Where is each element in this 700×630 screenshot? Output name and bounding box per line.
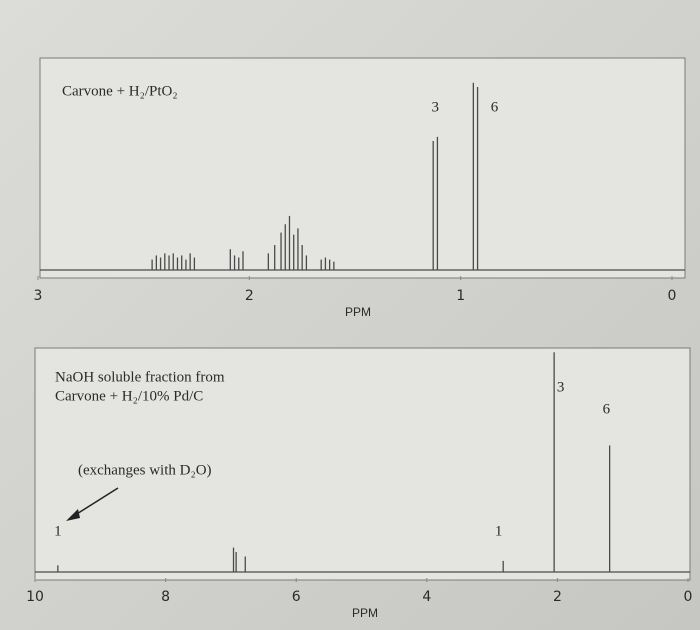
integration-label: 3 [557,379,565,395]
chart-title: Carvone + H₂/10% Pd/C [55,388,203,404]
x-tick-label: 4 [422,589,431,605]
chart-title: Carvone + H₂/PtO₂ [62,83,178,99]
x-tick-label: 1 [456,288,465,304]
x-axis-label: PPM [352,606,378,620]
x-axis-label: PPM [345,305,371,319]
annotation: (exchanges with D₂O) [78,462,212,478]
plot-frame [39,57,686,279]
x-tick-label: 0 [684,589,693,605]
integration-label: 1 [495,523,503,539]
x-tick-label: 6 [292,589,301,605]
integration-label: 3 [432,99,440,115]
x-tick-label: 8 [161,589,170,605]
plot-frame [34,347,691,581]
x-tick-label: 2 [553,589,562,605]
x-tick-label: 2 [245,288,254,304]
x-tick-label: 10 [26,589,44,605]
integration-label: 6 [603,401,611,417]
x-tick-label: 3 [34,288,43,304]
annotation-arrow [71,487,119,518]
arrow-head [66,509,80,521]
x-tick-label: 0 [668,288,677,304]
integration-label: 1 [54,523,62,539]
chart-title: NaOH soluble fraction from [55,369,225,385]
integration-label: 6 [491,99,499,115]
